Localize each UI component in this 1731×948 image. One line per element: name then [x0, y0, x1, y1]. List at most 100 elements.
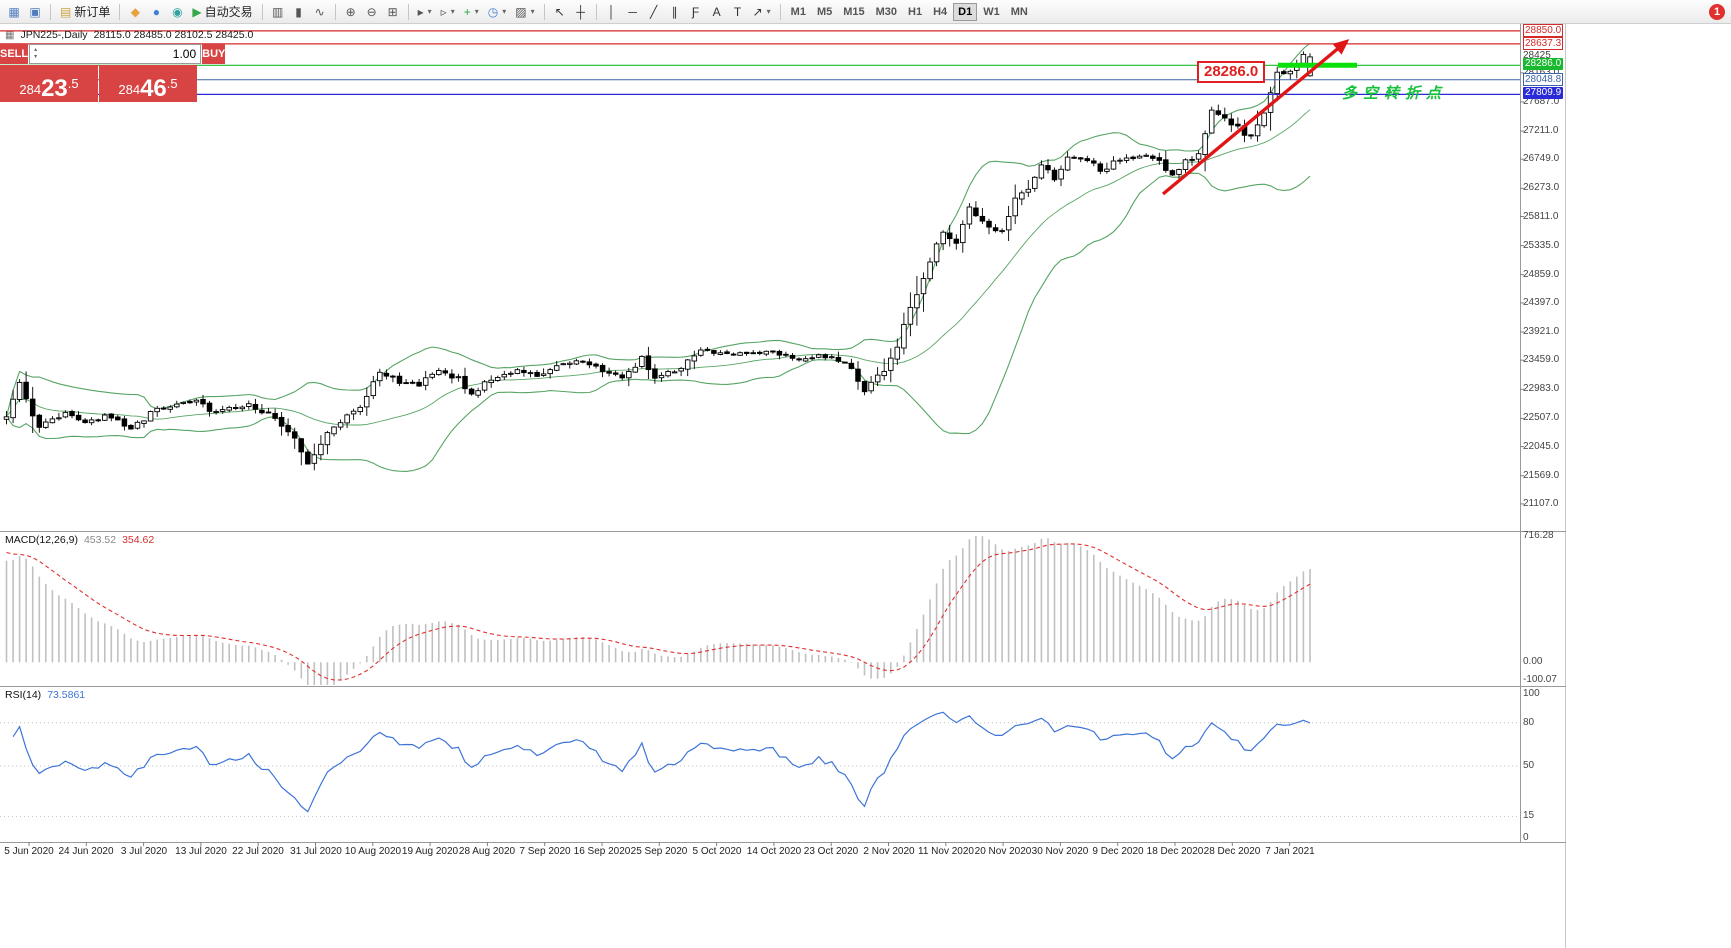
- chart-window: ▦ JPN225-,Daily 28115.0 28485.0 28102.5 …: [0, 24, 1566, 948]
- price-axis-label: 27687.0: [1523, 96, 1560, 107]
- channel-button[interactable]: ∥: [665, 2, 685, 22]
- price-axis-label: 24397.0: [1523, 297, 1560, 308]
- community-button[interactable]: ●: [146, 2, 166, 22]
- new-order-button[interactable]: ▤ 新订单: [56, 2, 114, 22]
- price-digits: 46: [140, 74, 167, 102]
- zoom-in-button[interactable]: ⊕: [341, 2, 361, 22]
- timeframe-button-h1[interactable]: H1: [908, 5, 923, 18]
- toolbar-separator: [407, 3, 409, 20]
- trendline-icon: ╱: [649, 4, 658, 19]
- trendline-button[interactable]: ╱: [644, 2, 664, 22]
- new-chart-button[interactable]: ▦: [4, 2, 24, 22]
- auto-scroll-icon: ▸: [417, 4, 424, 19]
- lot-spinner[interactable]: ▴ ▾: [30, 47, 41, 60]
- timeframe-button-mn[interactable]: MN: [1010, 5, 1028, 18]
- macd-name: MACD(12,26,9): [5, 534, 78, 546]
- trend-arrow[interactable]: [1161, 39, 1350, 196]
- timeframe-button-m5[interactable]: M5: [816, 5, 833, 18]
- price-axis-label: 22045.0: [1523, 441, 1560, 452]
- lot-input[interactable]: [41, 47, 201, 61]
- date-axis-label: 5 Oct 2020: [692, 846, 742, 857]
- new-order-button-label: 新订单: [74, 5, 111, 19]
- chart-canvas[interactable]: [0, 24, 1566, 948]
- line-chart-icon: ∿: [314, 4, 325, 19]
- price-axis-label: 25335.0: [1523, 240, 1560, 251]
- buy-price[interactable]: 284 46.5: [99, 65, 197, 102]
- candlestick-chart-button[interactable]: ▮: [289, 2, 309, 22]
- buy-button[interactable]: BUY: [202, 44, 226, 64]
- timeframe-button-m30[interactable]: M30: [875, 5, 898, 18]
- price-callout: 28286.0: [1197, 61, 1266, 83]
- toolbar-separator: [50, 3, 51, 20]
- rsi-scale-label: 100: [1523, 688, 1540, 699]
- price-level-label-28637.3: 28637.3: [1523, 37, 1564, 50]
- rsi-value: 73.5861: [47, 689, 86, 701]
- crosshair-button[interactable]: ┼: [571, 2, 591, 22]
- vertical-line-button[interactable]: │: [602, 2, 622, 22]
- timeframe-button-d1[interactable]: D1: [953, 2, 978, 21]
- arrows-button[interactable]: ↗ ▾: [749, 2, 775, 22]
- date-axis-label: 13 Jul 2020: [175, 846, 227, 857]
- timeframe-button-m1[interactable]: M1: [790, 5, 806, 18]
- spin-up-icon[interactable]: ▴: [34, 47, 38, 54]
- notification-badge[interactable]: 1: [1709, 4, 1725, 20]
- date-axis-label: 28 Dec 2020: [1203, 846, 1261, 857]
- price-axis-label: 26749.0: [1523, 153, 1560, 164]
- tile-windows-button[interactable]: ⊞: [383, 2, 403, 22]
- zoom-out-button[interactable]: ⊖: [362, 2, 382, 22]
- timeframe-button-h4[interactable]: H4: [933, 5, 948, 18]
- auto-trading-button[interactable]: ▶ 自动交易: [188, 2, 256, 22]
- text-label-button[interactable]: T: [728, 2, 748, 22]
- fibonacci-button[interactable]: Ƒ: [686, 2, 706, 22]
- price-axis-label: 21107.0: [1523, 498, 1559, 509]
- timeframe-button-m15[interactable]: M15: [843, 5, 865, 18]
- dropdown-arrow-icon: ▾: [427, 7, 432, 16]
- bar-chart-button[interactable]: ▥: [268, 2, 288, 22]
- candles-layer: [3, 51, 1313, 471]
- macd-scale-label: 0.00: [1523, 656, 1543, 667]
- toolbar-separator: [261, 3, 263, 20]
- macd-main-value: 453.52: [83, 534, 117, 546]
- auto-trading-button-label: 自动交易: [204, 5, 253, 19]
- arrows-icon: ↗: [752, 4, 763, 19]
- auto-scroll-button[interactable]: ▸ ▾: [414, 2, 436, 22]
- candlestick-chart-icon: ▮: [295, 4, 302, 19]
- sell-price[interactable]: 284 23.5: [0, 65, 98, 102]
- date-axis-label: 31 Jul 2020: [290, 846, 342, 857]
- line-chart-button[interactable]: ∿: [310, 2, 330, 22]
- price-axis-label: 23459.0: [1523, 354, 1560, 365]
- rsi-scale-label: 50: [1523, 760, 1535, 771]
- templates-button[interactable]: ▨ ▾: [511, 2, 538, 22]
- crosshair-icon: ┼: [576, 4, 585, 19]
- text-button[interactable]: A: [707, 2, 727, 22]
- price-digits: 284: [118, 82, 141, 97]
- indicators-button[interactable]: + ▾: [460, 2, 483, 22]
- zoom-out-icon: ⊖: [366, 4, 377, 19]
- timeframe-button-w1[interactable]: W1: [983, 5, 1000, 18]
- chart-shift-button[interactable]: ▹ ▾: [437, 2, 459, 22]
- macd-scale-label: 716.28: [1523, 530, 1554, 541]
- rsi-indicator-label: RSI(14) 73.5861: [5, 689, 85, 701]
- metaeditor-button[interactable]: ◆: [125, 2, 145, 22]
- sell-button[interactable]: SELL: [0, 44, 29, 64]
- text-label-icon: T: [733, 4, 742, 19]
- level-lines: [0, 30, 1520, 96]
- new-order-icon: ▤: [60, 4, 72, 19]
- date-axis-label: 2 Nov 2020: [863, 846, 915, 857]
- mql5-button[interactable]: ◉: [167, 2, 187, 22]
- text-icon: A: [712, 4, 721, 19]
- chart-profiles-button[interactable]: ▣: [25, 2, 45, 22]
- spin-down-icon[interactable]: ▾: [34, 54, 38, 60]
- chart-icon: ▦: [5, 29, 15, 41]
- date-axis-label: 16 Sep 2020: [573, 846, 631, 857]
- cursor-button[interactable]: ↖: [550, 2, 570, 22]
- toolbar-separator: [595, 3, 597, 20]
- rsi-scale-label: 0: [1523, 832, 1529, 843]
- rsi-name: RSI(14): [5, 689, 42, 701]
- dropdown-arrow-icon: ▾: [450, 7, 455, 16]
- horizontal-line-button[interactable]: ─: [623, 2, 643, 22]
- periods-button[interactable]: ◷ ▾: [484, 2, 511, 22]
- toolbar-separator: [334, 3, 336, 20]
- price-axis-label: 26273.0: [1523, 182, 1560, 193]
